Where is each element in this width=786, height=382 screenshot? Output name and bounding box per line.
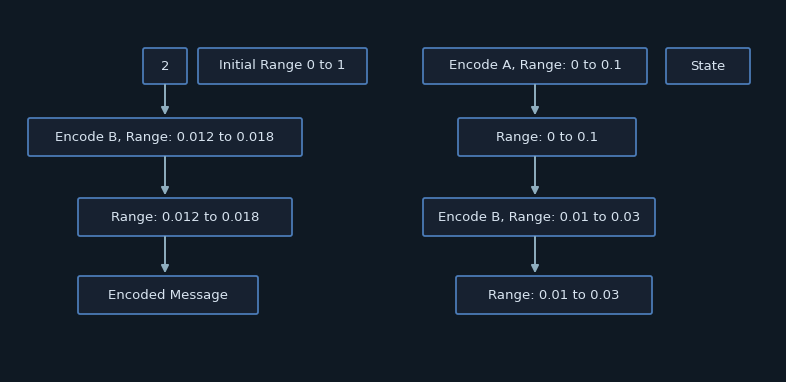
FancyBboxPatch shape [143, 48, 187, 84]
Text: Encode A, Range: 0 to 0.1: Encode A, Range: 0 to 0.1 [449, 60, 622, 73]
FancyBboxPatch shape [78, 276, 258, 314]
FancyBboxPatch shape [28, 118, 302, 156]
Text: 2: 2 [161, 60, 169, 73]
Text: Range: 0.01 to 0.03: Range: 0.01 to 0.03 [488, 288, 619, 301]
FancyBboxPatch shape [423, 198, 655, 236]
FancyBboxPatch shape [423, 48, 647, 84]
Text: Initial Range 0 to 1: Initial Range 0 to 1 [219, 60, 346, 73]
FancyBboxPatch shape [78, 198, 292, 236]
FancyBboxPatch shape [198, 48, 367, 84]
Text: State: State [690, 60, 725, 73]
Text: Range: 0.012 to 0.018: Range: 0.012 to 0.018 [111, 210, 259, 223]
Text: Encode B, Range: 0.01 to 0.03: Encode B, Range: 0.01 to 0.03 [438, 210, 640, 223]
Text: Encoded Message: Encoded Message [108, 288, 228, 301]
FancyBboxPatch shape [456, 276, 652, 314]
Text: Encode B, Range: 0.012 to 0.018: Encode B, Range: 0.012 to 0.018 [56, 131, 274, 144]
FancyBboxPatch shape [458, 118, 636, 156]
FancyBboxPatch shape [666, 48, 750, 84]
Text: Range: 0 to 0.1: Range: 0 to 0.1 [496, 131, 598, 144]
